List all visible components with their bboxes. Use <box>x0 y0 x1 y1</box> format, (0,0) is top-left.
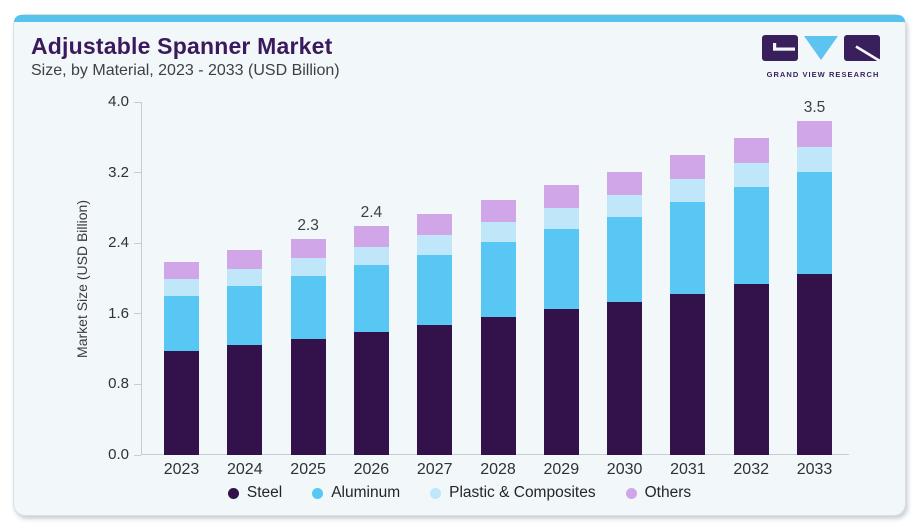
report-card: Adjustable Spanner Market Size, by Mater… <box>13 14 906 516</box>
bar-segment-2030-others <box>607 171 643 195</box>
x-tick-label: 2031 <box>670 461 706 478</box>
legend-dot-aluminum <box>312 487 324 499</box>
gvr-logo-icon <box>762 35 880 62</box>
bar-segment-2025-steel <box>290 338 326 455</box>
legend-label: Aluminum <box>331 484 401 501</box>
legend-item-others: Others <box>625 484 692 502</box>
bar-segment-2031-steel <box>670 293 706 455</box>
chart-title: Adjustable Spanner Market <box>31 33 333 59</box>
bar-segment-2024-aluminum <box>227 286 263 345</box>
bar-segment-2029-plastic-composites <box>543 207 579 230</box>
bar-segment-2027-plastic-composites <box>417 235 453 255</box>
bar-segment-2028-others <box>480 199 516 223</box>
legend-dot-steel <box>227 487 239 499</box>
bar-segment-2024-plastic-composites <box>227 268 263 287</box>
bar-segment-2032-steel <box>733 283 769 455</box>
bar-segment-2031-plastic-composites <box>670 178 706 202</box>
bar-segment-2026-steel <box>353 332 389 455</box>
legend-dot-plastic-composites <box>430 487 442 499</box>
legend-label: Others <box>644 484 692 501</box>
grand-view-research-logo: GRAND VIEW RESEARCH <box>761 35 885 79</box>
legend-dot-others <box>625 487 637 499</box>
bar-segment-2033-plastic-composites <box>797 147 832 172</box>
bar-segment-2033-steel <box>797 274 832 455</box>
bar-segment-2031-others <box>670 154 706 179</box>
x-tick-label: 2028 <box>480 461 516 478</box>
logo-wordmark: GRAND VIEW RESEARCH <box>766 70 880 79</box>
x-tick-label: 2032 <box>733 461 769 478</box>
x-tick-label: 2030 <box>606 461 643 478</box>
chart-subtitle: Size, by Material, 2023 - 2033 (USD Bill… <box>31 62 340 79</box>
bar-segment-2030-plastic-composites <box>607 194 643 217</box>
y-axis-title: Market Size (USD Billion) <box>74 199 90 358</box>
legend: Steel Aluminum Plastic & Composites Others <box>14 484 905 502</box>
bar-segment-2023-steel <box>164 350 199 455</box>
y-tick-mark <box>134 101 141 103</box>
y-tick-label: 3.2 <box>108 163 129 181</box>
x-tick-label: 2025 <box>290 461 326 478</box>
x-tick-label: 2024 <box>227 461 263 478</box>
y-axis-line <box>141 102 142 455</box>
card-accent-bar <box>14 15 905 22</box>
bar-segment-2029-steel <box>543 309 579 455</box>
bar-segment-2030-steel <box>607 302 643 455</box>
x-tick-label: 2027 <box>416 461 453 478</box>
bar-segment-2024-others <box>227 250 263 269</box>
bar-segment-2030-aluminum <box>607 216 643 303</box>
bar-segment-2029-others <box>543 184 579 208</box>
bar-segment-2033-others <box>797 121 832 148</box>
bar-segment-2032-others <box>733 138 769 163</box>
bar-segment-2033-aluminum <box>797 171 832 275</box>
legend-item-steel: Steel <box>227 484 283 502</box>
bar-total-label-2026: 2.4 <box>360 204 383 222</box>
y-tick-label: 2.4 <box>108 234 129 252</box>
x-tick-label: 2033 <box>796 461 833 478</box>
bar-segment-2026-aluminum <box>353 265 389 333</box>
x-tick-label: 2029 <box>543 461 580 478</box>
y-tick-mark <box>134 172 141 174</box>
bar-segment-2028-plastic-composites <box>480 222 516 243</box>
bar-segment-2028-steel <box>480 317 516 455</box>
legend-label: Steel <box>246 484 283 501</box>
y-tick-label: 0.0 <box>108 446 129 463</box>
x-tick-label: 2023 <box>163 461 200 478</box>
bar-segment-2025-plastic-composites <box>290 258 326 276</box>
y-tick-label: 1.6 <box>108 304 129 322</box>
bar-segment-2028-aluminum <box>480 242 516 318</box>
bar-segment-2026-plastic-composites <box>353 246 389 266</box>
legend-item-aluminum: Aluminum <box>312 484 400 502</box>
y-tick-label: 4.0 <box>108 93 129 110</box>
y-tick-mark <box>134 242 141 244</box>
y-tick-mark <box>134 454 141 456</box>
bar-segment-2031-aluminum <box>670 201 706 294</box>
y-tick-mark <box>134 383 141 385</box>
legend-item-plastic-composites: Plastic & Composites <box>430 484 596 502</box>
bar-segment-2032-plastic-composites <box>733 162 769 187</box>
x-tick-label: 2026 <box>353 461 390 478</box>
bar-segment-2023-plastic-composites <box>164 279 199 297</box>
bar-segment-2027-aluminum <box>417 254 453 326</box>
bar-segment-2023-aluminum <box>164 296 199 351</box>
legend-label: Plastic & Composites <box>449 484 596 501</box>
bar-segment-2026-others <box>353 226 389 247</box>
bar-total-label-2025: 2.3 <box>297 216 319 234</box>
bar-total-label-2033: 3.5 <box>803 99 826 117</box>
bar-segment-2032-aluminum <box>733 186 769 284</box>
bar-segment-2027-others <box>417 214 453 236</box>
bar-segment-2027-steel <box>417 325 453 455</box>
y-tick-label: 0.8 <box>108 375 129 393</box>
bar-segment-2025-others <box>290 238 326 259</box>
bar-segment-2023-others <box>164 261 199 280</box>
y-tick-mark <box>134 313 141 315</box>
bar-segment-2025-aluminum <box>290 275 326 339</box>
bar-segment-2024-steel <box>227 344 263 455</box>
bar-segment-2029-aluminum <box>543 229 579 310</box>
plot-area: 0.0 0.8 1.6 2.4 3.2 4.0 2023 2024 2025 2026 2027 20… <box>108 93 849 478</box>
